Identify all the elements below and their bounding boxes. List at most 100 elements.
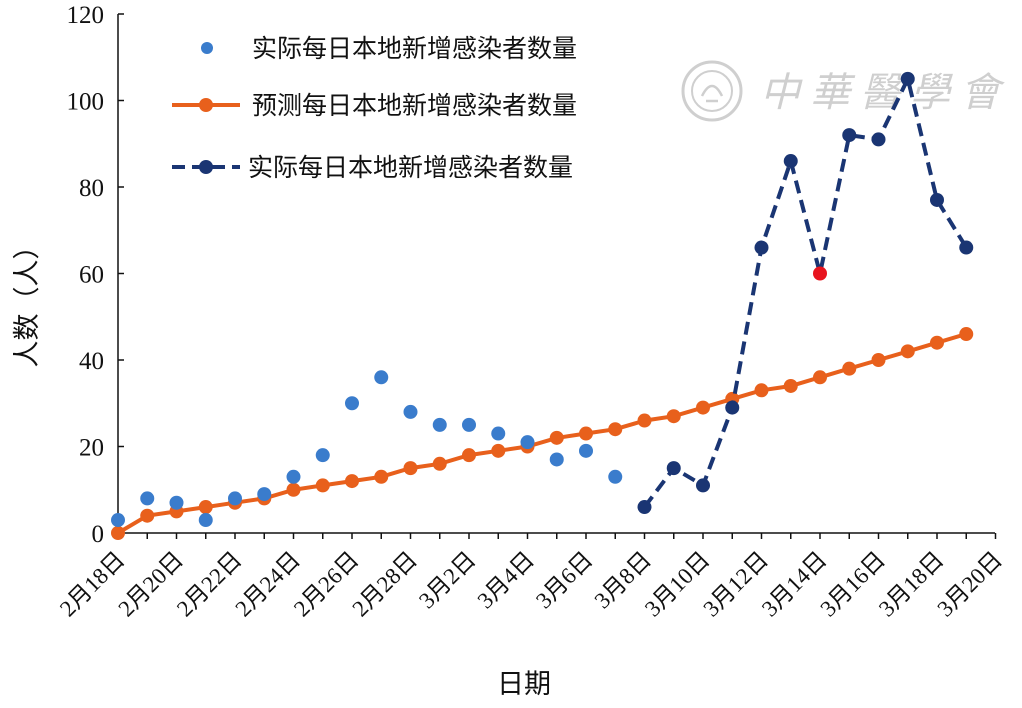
predicted-point (491, 443, 506, 458)
predicted-point (111, 526, 125, 540)
y-tick-labels: 0 20 40 60 80 100 120 (67, 2, 105, 548)
x-tick-label: 3月20日 (932, 547, 1007, 622)
legend-label: 实际每日本地新增感染者数量 (248, 154, 573, 182)
seal-inner-ring (691, 70, 733, 112)
scatter-point (286, 469, 301, 484)
predicted-point (959, 327, 974, 342)
watermark-text: 中華醫學會 (760, 70, 1010, 115)
predicted-point (666, 409, 681, 424)
y-tick-label: 100 (67, 89, 105, 116)
x-tick-label: 3月14日 (757, 547, 832, 622)
y-tick-label: 20 (79, 435, 104, 462)
predicted-point (842, 361, 857, 376)
legend-label: 预测每日本地新增感染者数量 (252, 92, 577, 120)
watermark: 中華醫學會 (681, 60, 1010, 122)
predicted-point (637, 413, 652, 428)
predicted-point (783, 378, 798, 393)
scatter-point (608, 469, 623, 484)
scatter-point (520, 435, 535, 450)
predicted-point (462, 448, 476, 463)
x-tick-label: 2月22日 (172, 547, 247, 622)
actual-point (930, 192, 944, 207)
scatter-point (374, 370, 389, 385)
x-tick-label: 2月24日 (230, 547, 305, 622)
actual-point (666, 461, 681, 476)
x-tick-label: 3月4日 (473, 547, 539, 613)
y-axis-title: 人数（人） (12, 233, 42, 368)
scatter-point (228, 491, 242, 506)
legend-item-scatter: 实际每日本地新增感染者数量 (201, 35, 577, 63)
actual-point (959, 240, 974, 255)
predicted-point (754, 383, 769, 398)
predicted-line (116, 332, 967, 535)
series-scatter (111, 370, 623, 528)
predicted-point (374, 469, 389, 484)
y-tick-label: 120 (67, 2, 105, 29)
actual-dashed-line (642, 73, 969, 509)
x-tick-label: 3月18日 (874, 547, 949, 622)
y-tick-label: 0 (92, 521, 105, 548)
legend-marker (199, 98, 213, 112)
predicted-point (432, 456, 447, 471)
predicted-point (900, 344, 915, 359)
actual-point (871, 132, 886, 147)
predicted-point (696, 400, 710, 415)
x-tick-label: 2月18日 (55, 547, 130, 622)
society-seal-icon (681, 60, 743, 122)
scatter-point (315, 448, 330, 463)
seal-outer-ring (681, 60, 743, 122)
plot-area (111, 71, 974, 540)
y-tick-label: 80 (79, 175, 104, 202)
x-tick-label: 2月20日 (113, 547, 188, 622)
scatter-point (140, 491, 155, 506)
x-tick-label: 3月6日 (531, 547, 597, 613)
predicted-point (608, 422, 623, 437)
x-tick-label: 2月26日 (289, 547, 364, 622)
series-predicted (111, 327, 974, 540)
predicted-point (403, 461, 418, 476)
actual-point (725, 400, 740, 415)
actual-highlight-point (813, 266, 827, 281)
scatter-point (111, 513, 125, 528)
x-tick-label: 2月28日 (347, 547, 422, 622)
scatter-point (491, 426, 506, 441)
predicted-point (813, 370, 827, 385)
actual-point (696, 478, 710, 493)
actual-point (637, 500, 652, 515)
predicted-point (549, 430, 564, 445)
scatter-point (432, 417, 447, 432)
predicted-point (345, 474, 359, 489)
x-tick-label: 3月12日 (698, 547, 773, 622)
x-tick-label: 3月10日 (640, 547, 715, 622)
actual-point (754, 240, 769, 255)
x-axis-title: 日期 (497, 669, 551, 699)
actual-point (783, 154, 798, 169)
y-tick-label: 40 (79, 348, 104, 375)
predicted-point (140, 508, 155, 523)
legend-item-actual: 实际每日本地新增感染者数量 (172, 154, 573, 182)
x-tick-labels: 2月18日2月20日2月22日2月24日2月26日2月28日3月2日3月4日3月… (55, 547, 1007, 622)
scatter-point (549, 452, 564, 467)
legend-item-predicted: 预测每日本地新增感染者数量 (172, 92, 577, 120)
predicted-point (286, 482, 301, 497)
predicted-point (315, 478, 330, 493)
predicted-point (871, 353, 886, 367)
actual-point (900, 71, 915, 86)
scatter-point (462, 417, 476, 432)
scatter-point (403, 404, 418, 419)
legend-marker (201, 42, 213, 54)
x-tick-label: 3月16日 (815, 547, 890, 622)
series-actual-dashed (637, 71, 974, 515)
scatter-point (579, 443, 593, 458)
scatter-point (257, 487, 272, 502)
y-tick-label: 60 (79, 262, 104, 289)
scatter-point (345, 396, 359, 411)
scatter-point (198, 513, 213, 528)
legend-marker (199, 160, 213, 174)
actual-point (842, 128, 857, 143)
predicted-point (930, 335, 944, 350)
x-tick-label: 3月2日 (414, 547, 480, 613)
predicted-point (198, 500, 213, 515)
